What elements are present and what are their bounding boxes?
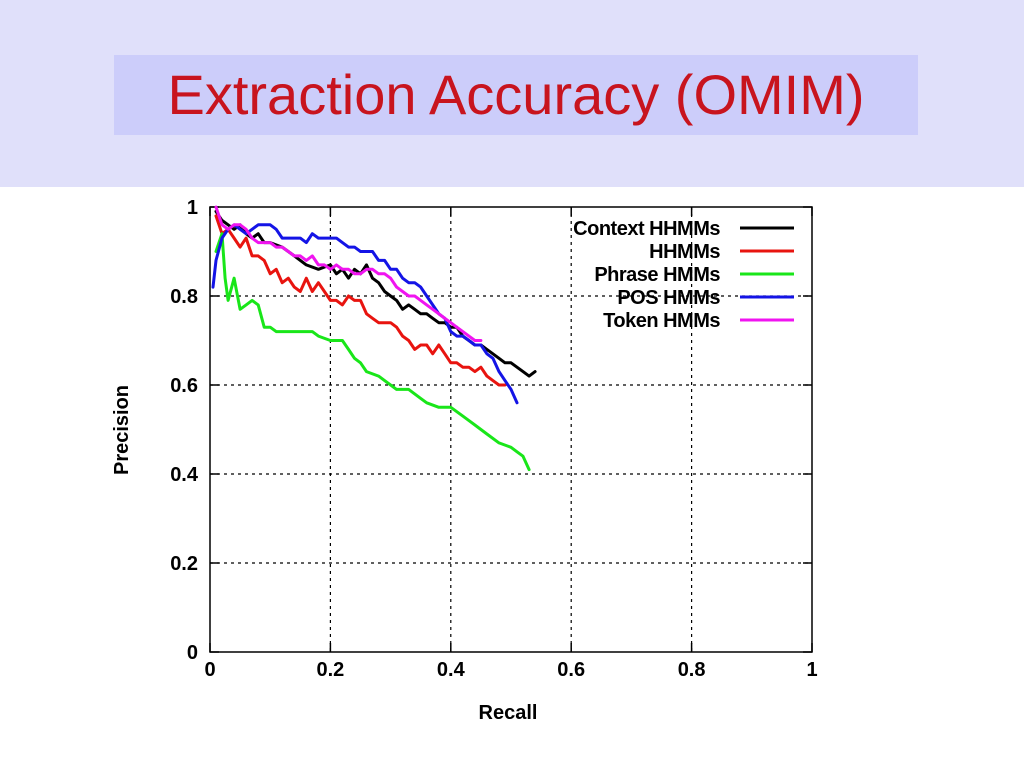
series-line-hhmms — [214, 214, 507, 387]
slide-header-band: Extraction Accuracy (OMIM) — [0, 0, 1024, 187]
x-tick-label: 0.4 — [437, 659, 466, 681]
title-box: Extraction Accuracy (OMIM) — [114, 55, 918, 135]
grid-lines — [210, 207, 812, 652]
legend-label-token-hmms: Token HMMs — [603, 310, 720, 332]
axis-ticks: 0 0.2 0.4 0.6 0.8 1 0 0.2 0.4 0.6 0.8 1 — [170, 197, 817, 681]
plot-frame — [209, 206, 813, 653]
slide-title: Extraction Accuracy (OMIM) — [167, 63, 865, 126]
series-line-context-hhmms — [214, 209, 537, 378]
legend-label-hhmms: HHMMs — [649, 241, 720, 263]
legend-label-pos-hmms: POS HMMs — [617, 287, 720, 309]
x-tick-label: 0 — [204, 659, 215, 681]
y-tick-label: 0.4 — [170, 464, 199, 486]
x-axis-label: Recall — [479, 702, 538, 724]
y-tick-label: 0 — [187, 642, 198, 664]
series-line-phrase-hmms — [214, 232, 531, 472]
x-tick-label: 0.8 — [678, 659, 706, 681]
legend-label-context-hhmms: Context HHMMs — [573, 218, 720, 240]
series-line-token-hmms — [214, 205, 483, 342]
y-tick-label: 0.2 — [170, 553, 198, 575]
y-tick-label: 1 — [187, 197, 198, 219]
y-tick-label: 0.8 — [170, 286, 198, 308]
series-line-pos-hmms — [211, 223, 519, 405]
x-tick-label: 0.2 — [316, 659, 344, 681]
legend-label-phrase-hmms: Phrase HMMs — [594, 264, 720, 286]
y-tick-label: 0.6 — [170, 375, 198, 397]
x-tick-label: 1 — [806, 659, 817, 681]
x-tick-label: 0.6 — [557, 659, 585, 681]
series-lines — [211, 205, 537, 472]
y-axis-label: Precision — [111, 385, 133, 475]
